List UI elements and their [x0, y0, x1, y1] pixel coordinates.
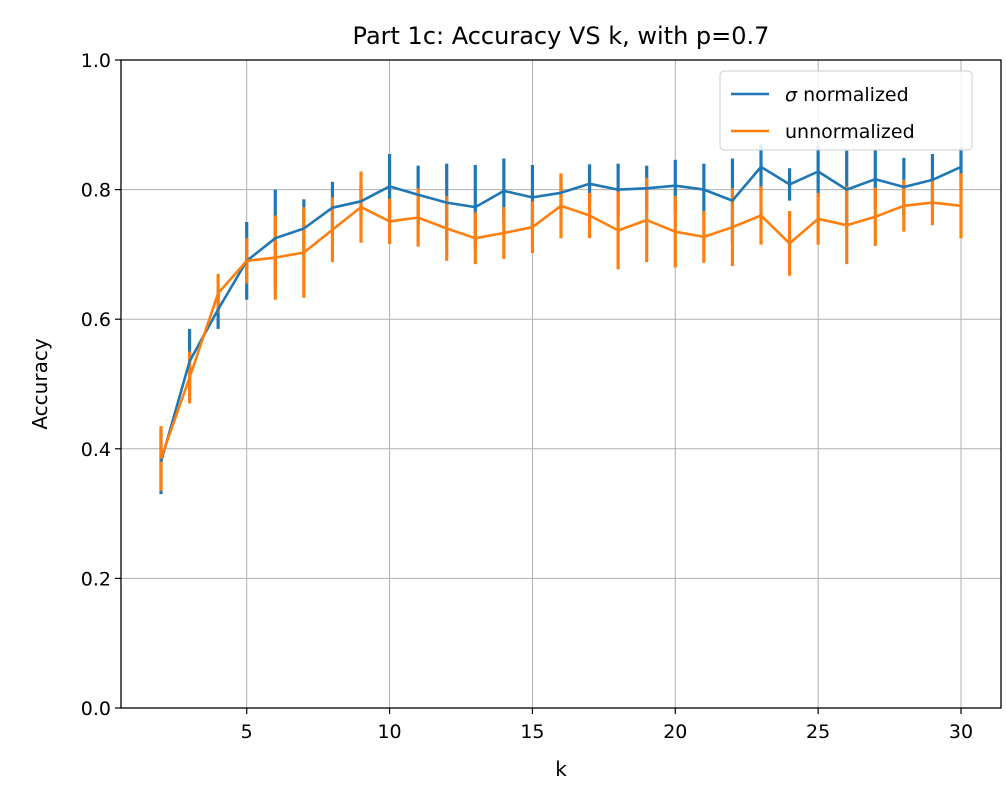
legend-box — [719, 70, 973, 151]
unnormalized-legend-label: unnormalized — [785, 121, 915, 143]
legend: σ normalized unnormalized — [719, 70, 973, 151]
y-tick-label: 1.0 — [81, 50, 111, 72]
x-tick-label: 20 — [663, 721, 687, 743]
y-tick-label: 0.0 — [81, 698, 111, 720]
normalized-legend-label: σ normalized — [785, 84, 909, 106]
y-axis-ticks: 0.0 0.2 0.4 0.6 0.8 1.0 — [81, 50, 121, 720]
x-tick-label: 25 — [806, 721, 830, 743]
x-axis-label: k — [555, 757, 567, 781]
legend-text: normalized — [797, 84, 909, 106]
unnormalized-series-line — [159, 201, 962, 459]
x-tick-label: 30 — [949, 721, 973, 743]
y-tick-label: 0.2 — [81, 568, 111, 590]
y-tick-label: 0.8 — [81, 180, 111, 202]
plot-frame — [120, 59, 1002, 709]
x-tick-label: 15 — [520, 721, 544, 743]
x-tick-label: 5 — [241, 721, 253, 743]
y-tick-label: 0.6 — [81, 309, 111, 331]
sigma-symbol: σ — [785, 84, 798, 106]
x-tick-label: 10 — [377, 721, 401, 743]
chart-title: Part 1c: Accuracy VS k, with p=0.7 — [353, 22, 770, 50]
x-axis-ticks: 5 10 15 20 25 30 — [241, 708, 973, 743]
y-axis-label: Accuracy — [28, 338, 52, 429]
y-tick-label: 0.4 — [81, 439, 111, 461]
series-lines — [159, 165, 962, 463]
normalized-series-line — [159, 165, 962, 463]
grid-lines — [121, 59, 1001, 709]
